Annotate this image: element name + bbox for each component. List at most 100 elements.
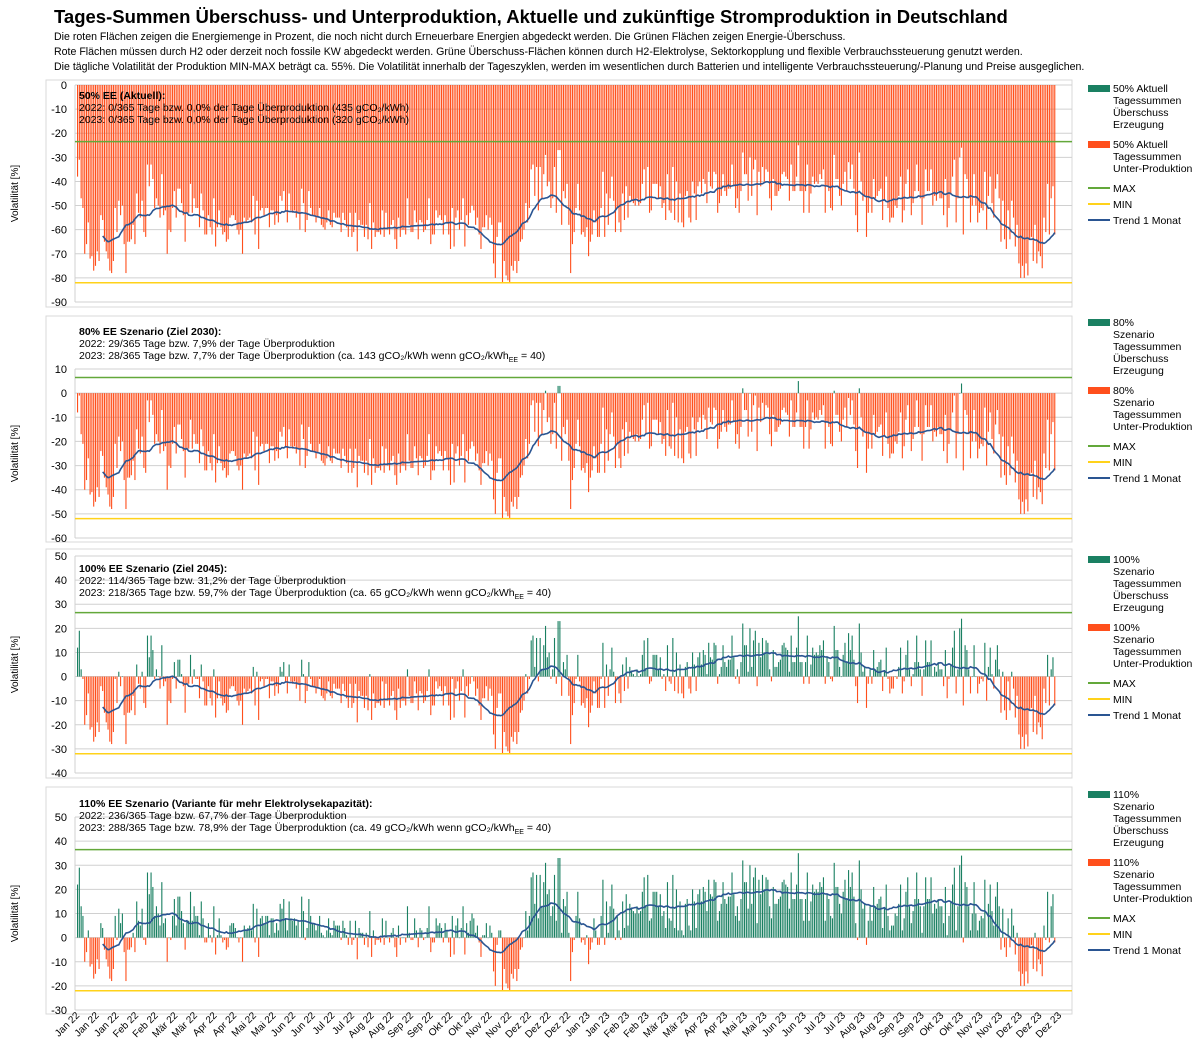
deficit-bar bbox=[234, 85, 236, 221]
deficit-bar bbox=[925, 85, 927, 170]
deficit-bar bbox=[130, 85, 132, 240]
deficit-bar bbox=[105, 676, 107, 723]
deficit-bar bbox=[519, 676, 521, 713]
surplus-bar bbox=[941, 906, 943, 938]
surplus-bar bbox=[950, 664, 952, 677]
deficit-bar bbox=[846, 85, 848, 192]
deficit-bar bbox=[738, 85, 740, 213]
surplus-bar bbox=[959, 393, 961, 394]
surplus-bar bbox=[869, 669, 871, 677]
deficit-bar bbox=[96, 393, 98, 488]
deficit-bar bbox=[932, 393, 934, 442]
deficit-bar bbox=[94, 85, 97, 266]
deficit-bar bbox=[996, 393, 998, 411]
deficit-bar bbox=[399, 937, 401, 945]
surplus-bar bbox=[991, 911, 993, 938]
deficit-bar bbox=[842, 393, 844, 420]
deficit-bar bbox=[1025, 676, 1027, 735]
y-tick-label: -20 bbox=[51, 981, 67, 993]
deficit-bar bbox=[349, 85, 351, 213]
surplus-bar bbox=[274, 932, 276, 938]
surplus-bar bbox=[663, 911, 665, 938]
deficit-bar bbox=[446, 676, 448, 694]
deficit-bar bbox=[844, 85, 846, 172]
deficit-bar bbox=[356, 937, 358, 960]
deficit-bar bbox=[129, 85, 131, 242]
deficit-bar bbox=[432, 85, 434, 235]
surplus-bar bbox=[435, 918, 437, 938]
deficit-bar bbox=[161, 85, 163, 175]
surplus-bar bbox=[713, 879, 715, 938]
surplus-bar bbox=[966, 886, 968, 938]
surplus-bar bbox=[605, 664, 608, 677]
deficit-bar bbox=[267, 676, 269, 679]
deficit-bar bbox=[980, 676, 982, 679]
deficit-bar bbox=[993, 676, 995, 689]
surplus-bar bbox=[973, 645, 975, 677]
deficit-bar bbox=[618, 393, 620, 459]
legend-max-label: MAX bbox=[1113, 678, 1136, 690]
deficit-bar bbox=[211, 937, 213, 943]
surplus-bar bbox=[749, 628, 751, 677]
surplus-bar bbox=[250, 930, 253, 938]
deficit-bar bbox=[243, 393, 245, 454]
deficit-bar bbox=[466, 393, 468, 452]
annotation-subscript: EE bbox=[515, 829, 525, 836]
deficit-bar bbox=[661, 85, 663, 208]
deficit-bar bbox=[991, 85, 993, 204]
deficit-bar bbox=[512, 676, 514, 742]
surplus-bar bbox=[575, 915, 577, 938]
surplus-bar bbox=[767, 642, 769, 677]
deficit-bar bbox=[948, 393, 950, 444]
deficit-bar bbox=[700, 393, 703, 430]
panel-frame bbox=[45, 786, 1073, 1015]
surplus-bar bbox=[546, 657, 548, 677]
deficit-bar bbox=[778, 85, 780, 192]
deficit-bar bbox=[602, 393, 604, 408]
deficit-bar bbox=[419, 393, 421, 456]
deficit-bar bbox=[363, 676, 365, 708]
deficit-bar bbox=[139, 85, 141, 218]
surplus-bar bbox=[335, 925, 337, 938]
deficit-bar bbox=[388, 85, 391, 235]
y-tick-label: -60 bbox=[51, 533, 67, 545]
deficit-bar bbox=[259, 85, 261, 211]
surplus-bar bbox=[822, 640, 825, 677]
annotation-line-2022: 2022: 114/365 Tage bzw. 31,2% der Tage Ü… bbox=[79, 575, 346, 587]
legend-max-label-line: MAX bbox=[1113, 183, 1136, 195]
deficit-bar bbox=[552, 393, 554, 435]
surplus-bar bbox=[788, 908, 790, 938]
surplus-bar bbox=[700, 901, 703, 938]
deficit-bar bbox=[882, 85, 884, 221]
y-tick-label: 40 bbox=[55, 575, 67, 587]
deficit-bar bbox=[683, 393, 685, 464]
surplus-bar bbox=[541, 669, 543, 677]
deficit-bar bbox=[290, 676, 292, 682]
deficit-bar bbox=[336, 676, 339, 689]
deficit-bar bbox=[763, 85, 765, 182]
deficit-bar bbox=[731, 85, 733, 165]
surplus-bar bbox=[155, 906, 157, 938]
deficit-bar bbox=[516, 937, 518, 982]
deficit-bar bbox=[527, 393, 529, 459]
deficit-bar bbox=[326, 676, 328, 694]
deficit-bar bbox=[216, 393, 218, 464]
surplus-bar bbox=[562, 899, 565, 938]
deficit-bar bbox=[546, 393, 548, 423]
deficit-bar bbox=[91, 85, 93, 257]
surplus-bar bbox=[779, 659, 781, 677]
deficit-bar bbox=[604, 676, 606, 708]
deficit-bar bbox=[430, 937, 432, 953]
deficit-bar bbox=[362, 676, 364, 696]
legend-deficit-label-line: Tagessummen bbox=[1113, 881, 1181, 893]
surplus-bar bbox=[801, 899, 803, 938]
deficit-bar bbox=[1036, 393, 1038, 500]
y-axis-label: Volatilität [%] bbox=[10, 885, 21, 942]
surplus-bar bbox=[932, 676, 934, 678]
deficit-bar bbox=[982, 393, 984, 447]
deficit-bar bbox=[198, 393, 201, 464]
surplus-bar bbox=[787, 886, 789, 938]
surplus-bar bbox=[738, 920, 740, 938]
deficit-bar bbox=[399, 85, 401, 237]
deficit-bar bbox=[473, 393, 475, 447]
